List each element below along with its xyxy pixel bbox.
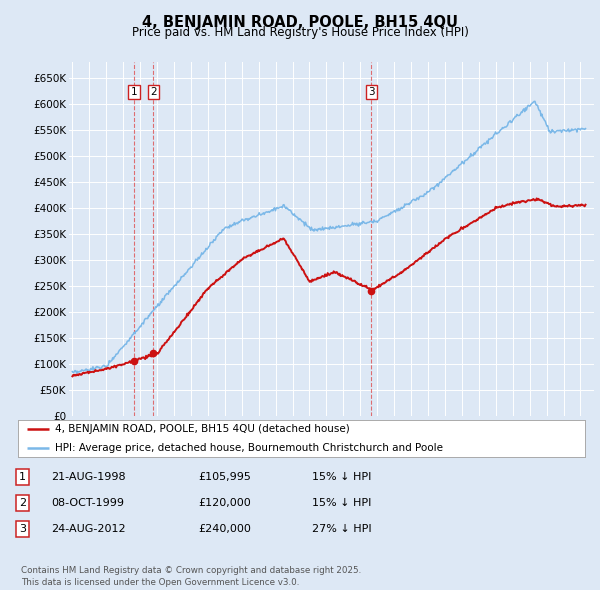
Text: 1: 1 — [19, 472, 26, 481]
Text: 2: 2 — [19, 498, 26, 507]
Text: 27% ↓ HPI: 27% ↓ HPI — [312, 525, 371, 534]
Text: Contains HM Land Registry data © Crown copyright and database right 2025.
This d: Contains HM Land Registry data © Crown c… — [21, 566, 361, 587]
Text: 08-OCT-1999: 08-OCT-1999 — [51, 498, 124, 507]
Text: 2: 2 — [150, 87, 157, 97]
Text: 4, BENJAMIN ROAD, POOLE, BH15 4QU (detached house): 4, BENJAMIN ROAD, POOLE, BH15 4QU (detac… — [55, 424, 350, 434]
Text: 24-AUG-2012: 24-AUG-2012 — [51, 525, 125, 534]
Text: 21-AUG-1998: 21-AUG-1998 — [51, 472, 125, 481]
Text: 4, BENJAMIN ROAD, POOLE, BH15 4QU: 4, BENJAMIN ROAD, POOLE, BH15 4QU — [142, 15, 458, 30]
Text: 15% ↓ HPI: 15% ↓ HPI — [312, 472, 371, 481]
Text: 3: 3 — [368, 87, 374, 97]
Text: 15% ↓ HPI: 15% ↓ HPI — [312, 498, 371, 507]
Text: 1: 1 — [131, 87, 137, 97]
Text: 3: 3 — [19, 525, 26, 534]
Text: £120,000: £120,000 — [198, 498, 251, 507]
Text: HPI: Average price, detached house, Bournemouth Christchurch and Poole: HPI: Average price, detached house, Bour… — [55, 442, 443, 453]
Text: £240,000: £240,000 — [198, 525, 251, 534]
Text: Price paid vs. HM Land Registry's House Price Index (HPI): Price paid vs. HM Land Registry's House … — [131, 26, 469, 39]
Text: £105,995: £105,995 — [198, 472, 251, 481]
